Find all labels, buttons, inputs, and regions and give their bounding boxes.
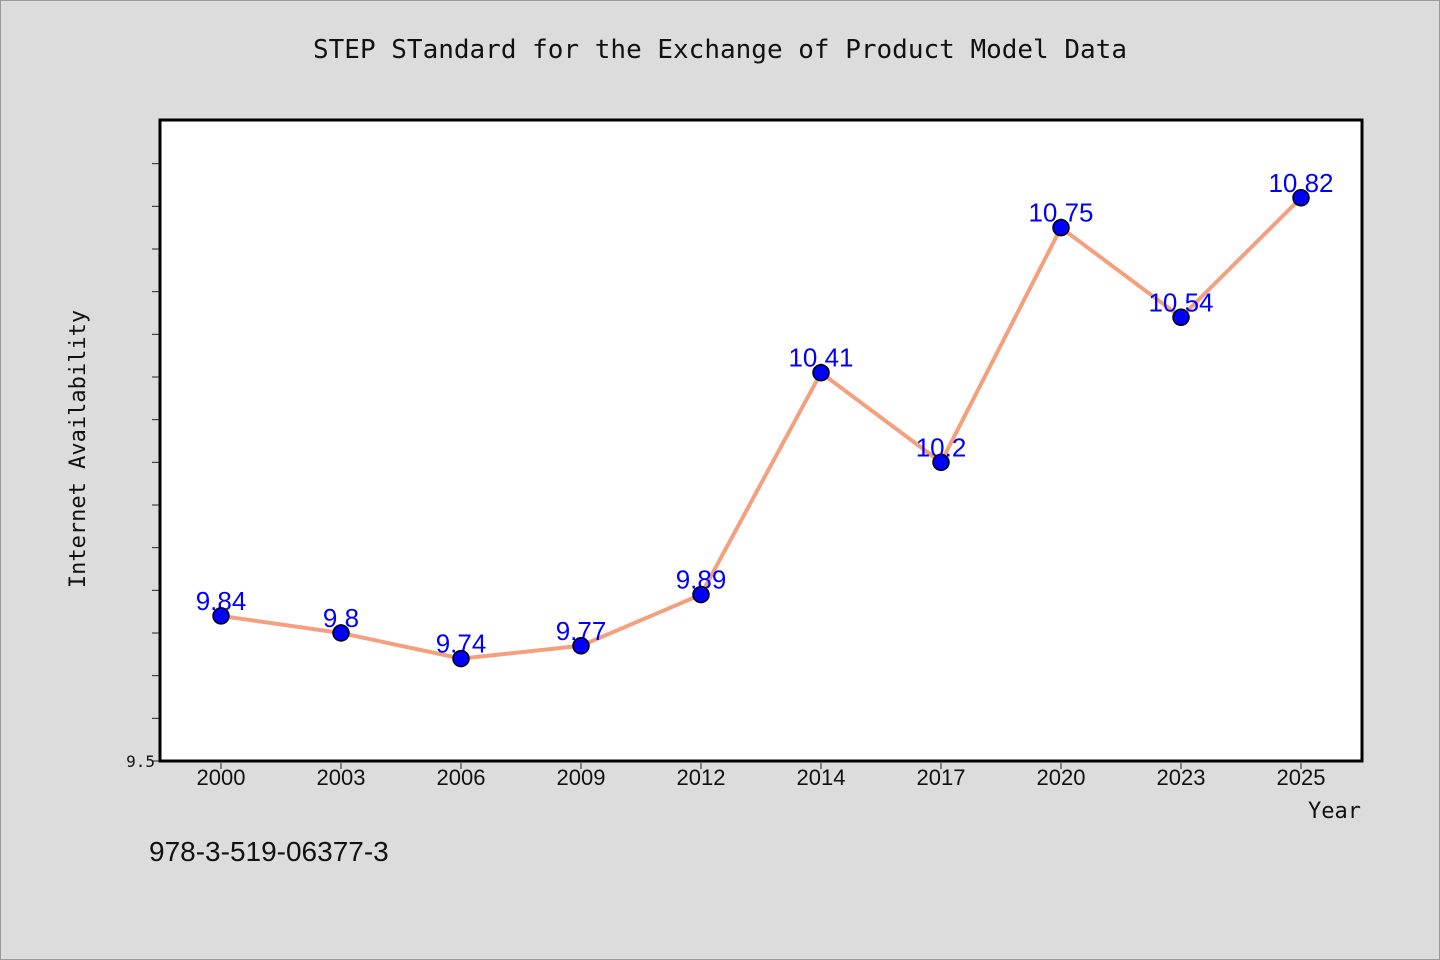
chart-title: STEP STandard for the Exchange of Produc… bbox=[313, 35, 1127, 65]
x-tick-label: 2000 bbox=[197, 765, 246, 790]
y-tick-label: 9.5 bbox=[126, 752, 155, 771]
x-tick-label: 2020 bbox=[1037, 765, 1086, 790]
data-point bbox=[1292, 189, 1310, 207]
x-tick-label: 2012 bbox=[677, 765, 726, 790]
data-point bbox=[692, 585, 710, 604]
data-point bbox=[572, 637, 590, 655]
data-point bbox=[812, 363, 830, 382]
series-line bbox=[220, 196, 1303, 661]
data-point bbox=[212, 607, 230, 625]
isbn-code: 978-3-519-06377-3 bbox=[149, 836, 389, 867]
data-markers bbox=[212, 189, 1310, 668]
data-point bbox=[932, 453, 950, 472]
x-tick-label: 2025 bbox=[1277, 765, 1326, 790]
data-point bbox=[452, 649, 470, 668]
x-axis-label: Year bbox=[1308, 799, 1361, 824]
x-tick-label: 2003 bbox=[317, 765, 366, 790]
y-axis-ticks: 9.5 bbox=[126, 163, 159, 771]
x-tick-label: 2006 bbox=[437, 765, 486, 790]
x-tick-label: 2014 bbox=[797, 765, 846, 790]
x-axis-ticks: 2000 2003 2006 2009 2012 2014 2017 2020 2023 2025 bbox=[197, 763, 1326, 790]
data-point bbox=[1172, 308, 1190, 327]
data-labels: 9.849.89.74 9.779.8910.4110.210.7510.5410… bbox=[196, 168, 1334, 659]
data-point bbox=[1052, 218, 1070, 237]
x-tick-label: 2009 bbox=[557, 765, 606, 790]
x-tick-label: 2023 bbox=[1157, 765, 1206, 790]
plot-area bbox=[158, 118, 1364, 763]
y-axis-label: Internet Availability bbox=[66, 310, 91, 588]
x-tick-label: 2017 bbox=[917, 765, 966, 790]
data-point bbox=[332, 624, 350, 642]
